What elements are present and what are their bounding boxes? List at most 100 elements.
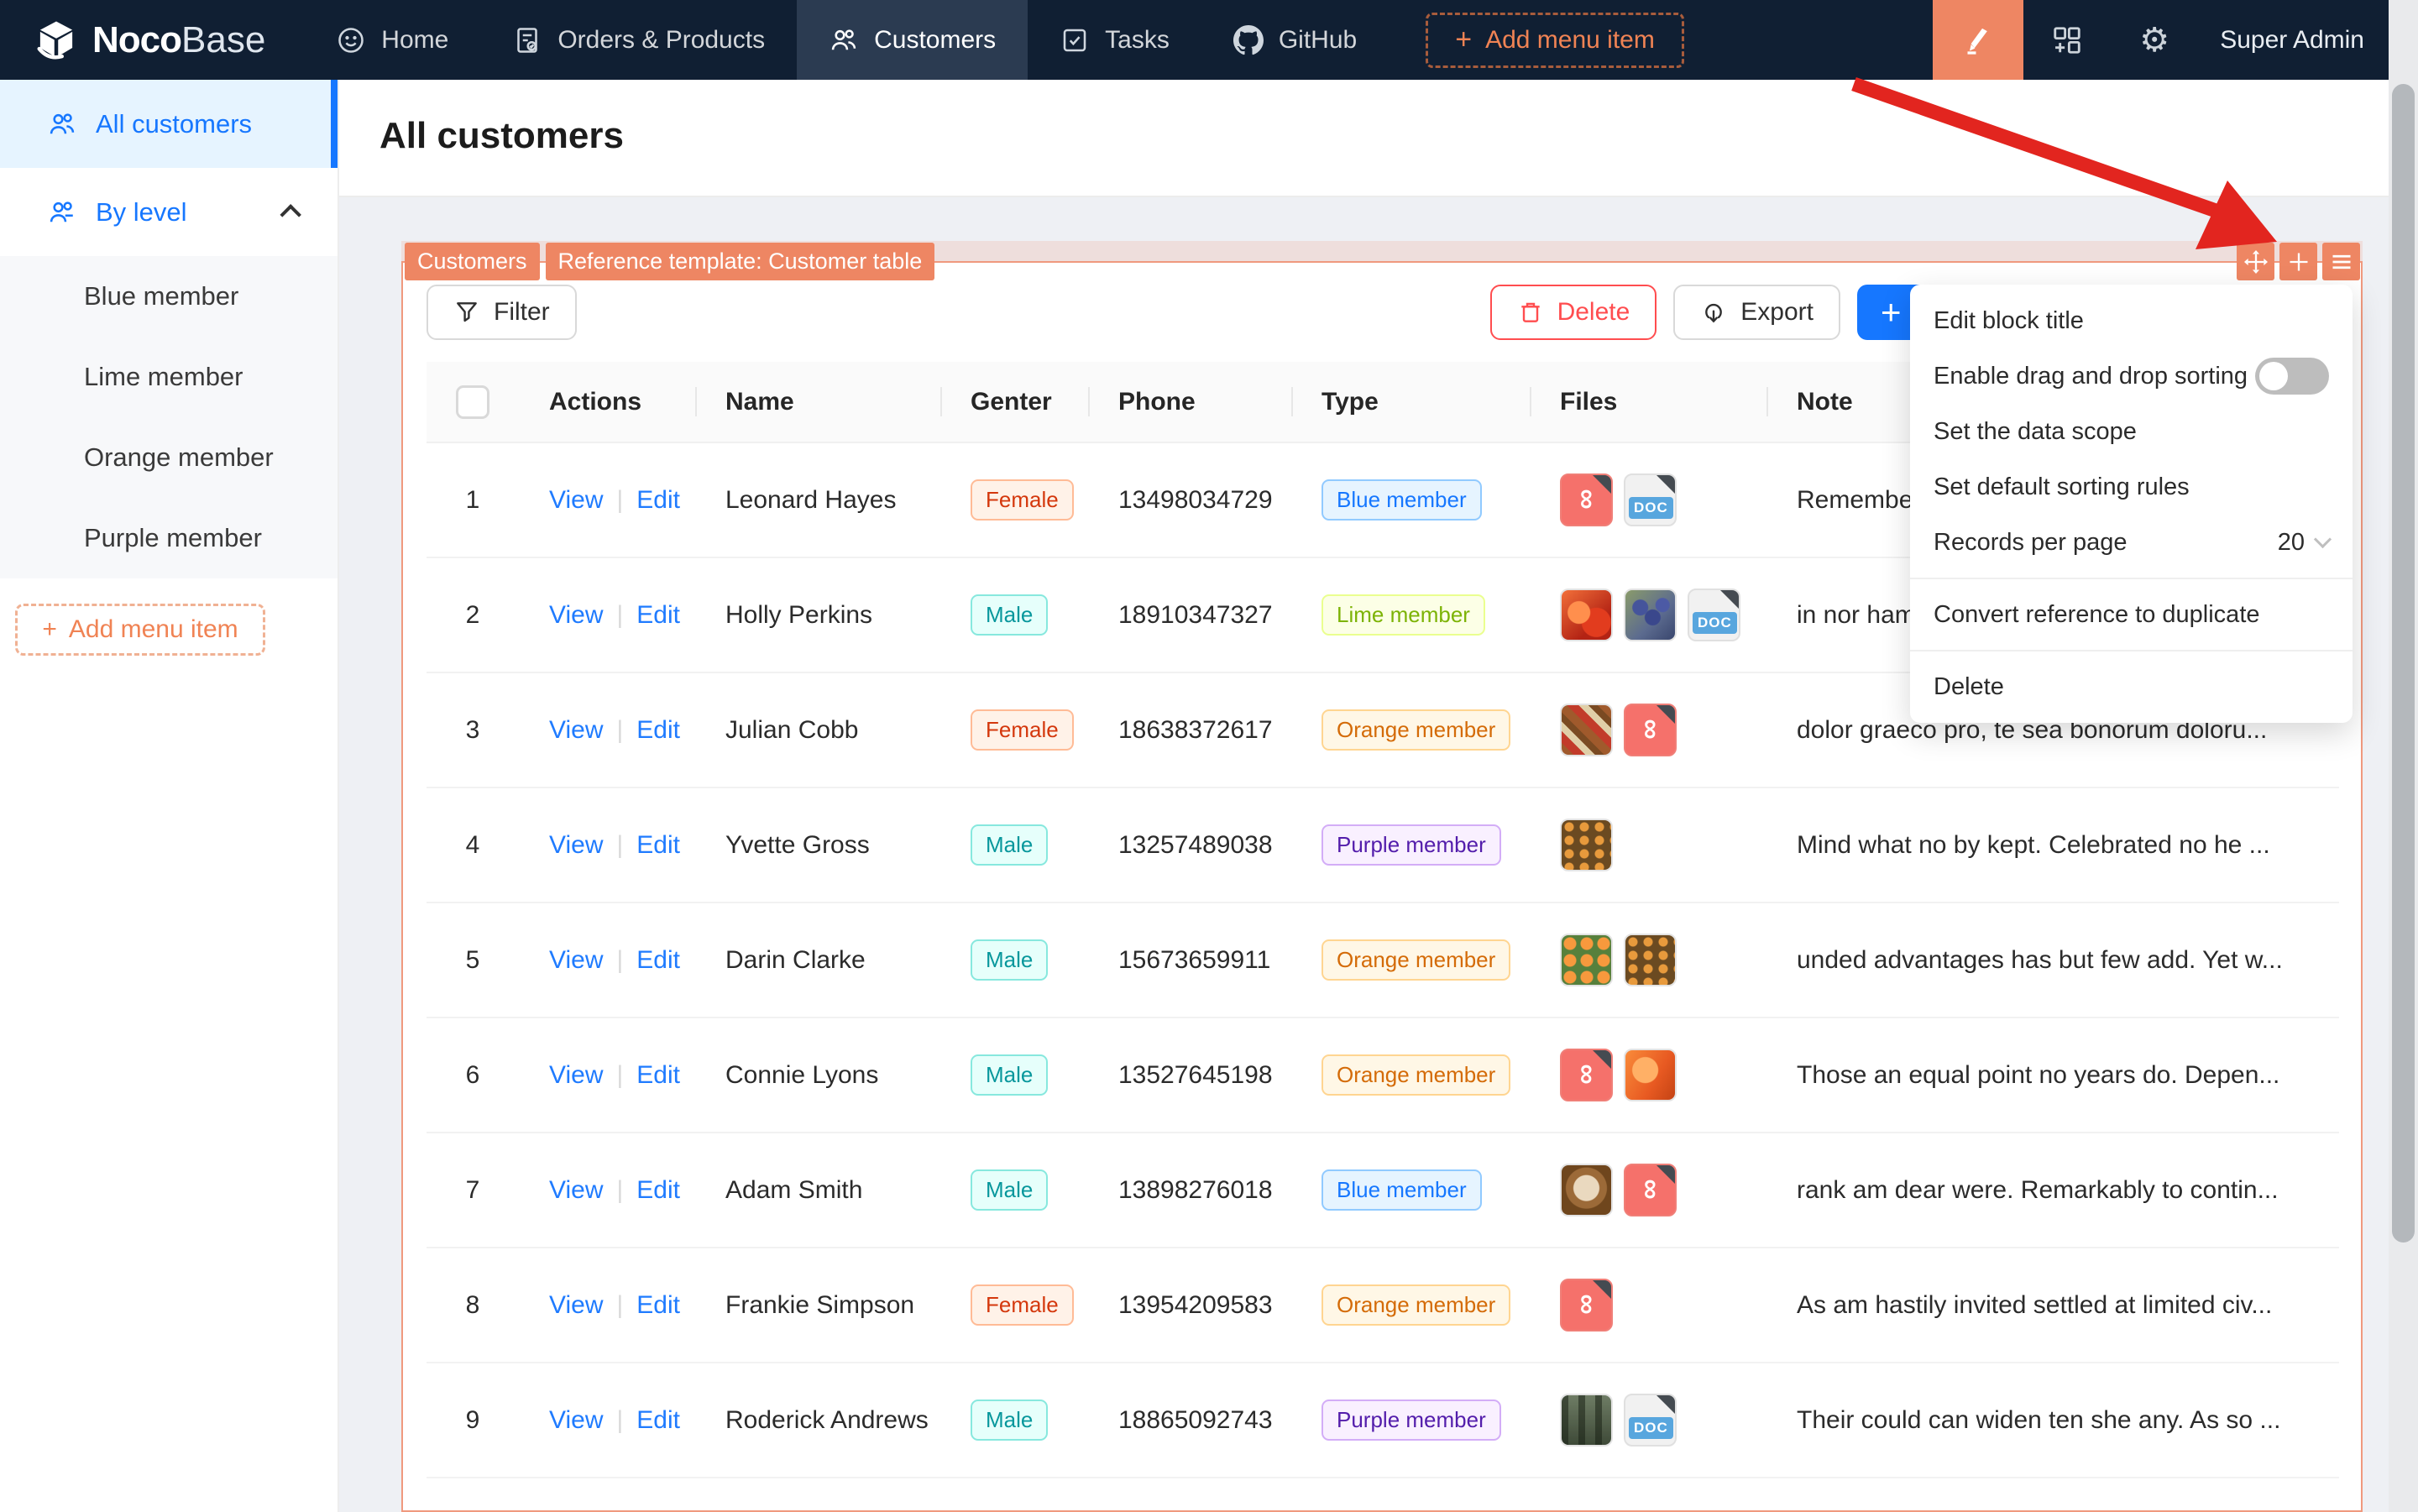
doc-file-icon[interactable]: DOC (1624, 473, 1677, 526)
sidebar-item-all-customers[interactable]: All customers (0, 80, 338, 168)
sidebar-item-by-level[interactable]: By level (0, 168, 338, 256)
sidebar-subitem-orange-member[interactable]: Orange member (84, 442, 274, 472)
sidebar-subitem-purple-member[interactable]: Purple member (84, 523, 262, 552)
drag-sorting-toggle[interactable] (2255, 358, 2329, 395)
nocobase-logo[interactable]: NocoBase (0, 18, 304, 63)
menu-item-label: Enable drag and drop sorting (1934, 362, 2248, 390)
scrollbar-thumb[interactable] (2392, 84, 2415, 1243)
nav-item-customers[interactable]: Customers (797, 0, 1028, 80)
photo-attachment-pumpkins[interactable] (1624, 934, 1677, 986)
customers-table-block: Filter Delete Export (401, 261, 2363, 1512)
nav-item-orders-products[interactable]: Orders & Products (480, 0, 797, 80)
doc-file-icon[interactable]: DOC (1624, 1394, 1677, 1447)
edit-link[interactable]: Edit (636, 830, 680, 859)
nav-item-label: GitHub (1278, 25, 1358, 54)
cell-files: DOC (1530, 1363, 1766, 1478)
pdf-file-icon[interactable]: ∞ (1560, 1049, 1613, 1101)
photo-attachment-latte[interactable] (1560, 1164, 1613, 1216)
scrollbar-track[interactable] (2389, 0, 2418, 1512)
block-tag-template: Reference template: Customer table (545, 243, 935, 280)
view-link[interactable]: View (549, 1175, 604, 1204)
menu-item-set-data-scope[interactable]: Set the data scope (1934, 417, 2137, 445)
table-row: 4 View | Edit Yvette Gross Male 13257489038 Pur… (427, 787, 2339, 903)
pdf-file-icon[interactable]: ∞ (1560, 1279, 1613, 1332)
block-tag-collection: Customers (405, 243, 540, 280)
photo-attachment-orangefruit[interactable] (1624, 1049, 1677, 1101)
block-settings-menu-icon[interactable] (2322, 243, 2360, 280)
view-link[interactable]: View (549, 485, 604, 514)
cell-phone: 13898276018 (1088, 1133, 1291, 1248)
row-index: 2 (427, 557, 519, 673)
view-link[interactable]: View (549, 1290, 604, 1319)
table-row: 6 View | Edit Connie Lyons Male 13527645198 Ora… (427, 1018, 2339, 1133)
member-type-tag: Orange member (1322, 709, 1511, 751)
view-link[interactable]: View (549, 1405, 604, 1434)
select-all-checkbox[interactable] (456, 385, 489, 419)
edit-link[interactable]: Edit (636, 485, 680, 514)
sidebar-subitem-lime-member[interactable]: Lime member (84, 362, 243, 391)
github-icon (1233, 24, 1264, 55)
edit-link[interactable]: Edit (636, 945, 680, 974)
link-separator: | (616, 1290, 624, 1319)
nav-add-menu-item-button[interactable]: + Add menu item (1426, 12, 1684, 68)
user-menu[interactable]: Super Admin (2220, 25, 2364, 54)
add-block-icon[interactable] (2279, 243, 2317, 280)
orders-icon (512, 25, 542, 55)
menu-item-delete-block[interactable]: Delete (1934, 672, 2004, 700)
cell-gender: Male (940, 557, 1088, 673)
photo-attachment-oranges[interactable] (1560, 934, 1613, 986)
filter-button[interactable]: Filter (427, 285, 577, 340)
member-type-tag: Lime member (1322, 594, 1485, 636)
row-actions: View | Edit (519, 787, 695, 903)
plus-icon: + (42, 615, 57, 643)
nav-item-label: Customers (874, 25, 997, 54)
nav-item-tasks[interactable]: Tasks (1028, 0, 1201, 80)
cell-name: Adam Smith (695, 1133, 940, 1248)
column-header-actions: Actions (519, 362, 695, 443)
view-link[interactable]: View (549, 715, 604, 744)
menu-item-edit-block-title[interactable]: Edit block title (1934, 306, 2084, 334)
view-link[interactable]: View (549, 945, 604, 974)
photo-attachment-storefront[interactable] (1560, 1394, 1613, 1447)
table-row: 5 View | Edit Darin Clarke Male 15673659911 Ora… (427, 902, 2339, 1018)
nav-item-home[interactable]: Home (304, 0, 480, 80)
settings-button[interactable]: ⚙ (2111, 0, 2198, 80)
delete-button[interactable]: Delete (1489, 285, 1657, 340)
nav-item-github[interactable]: GitHub (1201, 0, 1389, 80)
doc-file-icon[interactable]: DOC (1688, 589, 1740, 641)
menu-item-records-per-page[interactable]: Records per page 20 (1910, 515, 2353, 570)
edit-link[interactable]: Edit (636, 715, 680, 744)
row-actions: View | Edit (519, 1248, 695, 1363)
drag-handle-icon[interactable] (2237, 243, 2274, 280)
export-button[interactable]: Export (1673, 285, 1840, 340)
menu-item-enable-drag-sorting[interactable]: Enable drag and drop sorting (1910, 348, 2353, 404)
delete-button-label: Delete (1557, 298, 1630, 326)
photo-attachment-food[interactable] (1560, 704, 1613, 756)
edit-link[interactable]: Edit (636, 600, 680, 629)
pdf-file-icon[interactable]: ∞ (1624, 1164, 1677, 1216)
photo-attachment-pumpkins[interactable] (1560, 819, 1613, 871)
records-per-page-select[interactable]: 20 (2278, 529, 2332, 557)
plugin-manager-button[interactable] (2023, 0, 2111, 80)
link-separator: | (616, 715, 624, 744)
edit-link[interactable]: Edit (636, 1290, 680, 1319)
view-link[interactable]: View (549, 830, 604, 859)
pdf-file-icon[interactable]: ∞ (1560, 473, 1613, 526)
photo-attachment-grapes[interactable] (1624, 589, 1677, 641)
photo-attachment-fruit[interactable] (1560, 589, 1613, 641)
cell-phone: 13498034729 (1088, 442, 1291, 558)
ui-editor-button[interactable] (1933, 0, 2024, 80)
edit-link[interactable]: Edit (636, 1175, 680, 1204)
cell-name: Julian Cobb (695, 672, 940, 788)
sidebar-add-menu-item-button[interactable]: + Add menu item (15, 604, 265, 656)
edit-link[interactable]: Edit (636, 1405, 680, 1434)
cell-type: Orange member (1291, 672, 1530, 788)
menu-item-convert-reference[interactable]: Convert reference to duplicate (1934, 600, 2260, 628)
view-link[interactable]: View (549, 600, 604, 629)
sidebar-subitem-blue-member[interactable]: Blue member (84, 281, 239, 311)
view-link[interactable]: View (549, 1060, 604, 1089)
edit-link[interactable]: Edit (636, 1060, 680, 1089)
cell-note: unded advantages has but few add. Yet w.… (1766, 902, 2339, 1018)
menu-item-set-default-sorting[interactable]: Set default sorting rules (1934, 473, 2190, 500)
pdf-file-icon[interactable]: ∞ (1624, 704, 1677, 756)
